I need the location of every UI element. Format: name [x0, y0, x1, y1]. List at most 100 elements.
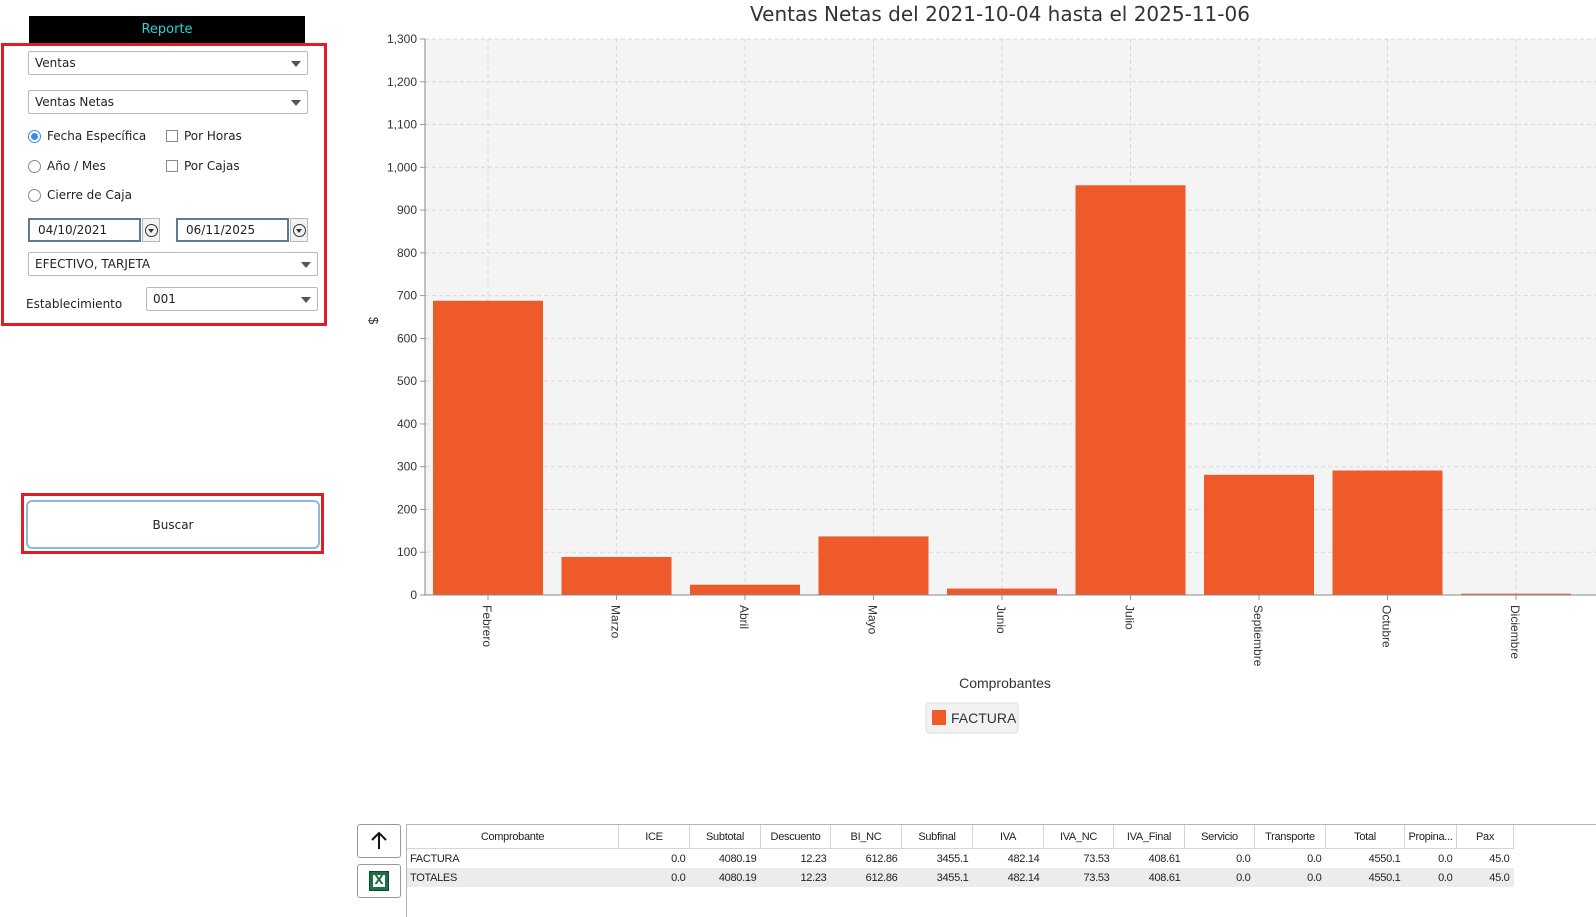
chevron-down-icon	[301, 262, 311, 268]
y-tick-label: 800	[397, 246, 417, 260]
report-subtype-select[interactable]: Ventas Netas	[28, 90, 308, 114]
excel-icon: X	[369, 871, 389, 891]
buscar-highlight	[21, 493, 324, 554]
table-cell: 612.86	[865, 852, 898, 865]
checkbox-por-horas[interactable]: Por Horas	[166, 129, 242, 143]
radio-anio-mes[interactable]: Año / Mes	[28, 159, 106, 173]
scroll-up-button[interactable]	[357, 824, 401, 858]
column-header[interactable]: Comprobante	[407, 825, 619, 849]
bar-abril[interactable]	[690, 584, 800, 595]
table-cell: 0.0	[1184, 868, 1255, 887]
column-header[interactable]: Subfinal	[901, 825, 973, 849]
y-tick-label: 400	[397, 417, 417, 431]
x-tick-label: Junio	[994, 605, 1008, 634]
checkbox-por-cajas[interactable]: Por Cajas	[166, 159, 240, 173]
report-type-select[interactable]: Ventas	[28, 51, 308, 75]
table-cell: 0.0	[671, 852, 686, 865]
bar-febrero[interactable]	[433, 300, 543, 595]
column-header[interactable]: Propina...	[1404, 825, 1457, 849]
column-header[interactable]: BI_NC	[830, 825, 902, 849]
y-tick-label: 1,300	[387, 32, 417, 46]
x-tick-label: Diciembre	[1508, 605, 1522, 659]
legend-label: FACTURA	[951, 710, 1017, 726]
table-cell: 12.23	[760, 868, 831, 887]
column-header[interactable]: IVA	[972, 825, 1044, 849]
date-to-picker-button[interactable]	[290, 218, 308, 242]
y-tick-label: 1,200	[387, 75, 417, 89]
x-tick-label: Febrero	[480, 605, 494, 647]
y-tick-label: 0	[410, 588, 417, 602]
x-axis-label: Comprobantes	[959, 675, 1051, 691]
table-cell: 0.0	[1307, 852, 1322, 865]
radio-fecha-especifica[interactable]: Fecha Específica	[28, 129, 146, 143]
table-cell: 0.0	[618, 868, 690, 887]
table-cell: 73.53	[1043, 868, 1114, 887]
x-tick-label: Septiembre	[1251, 605, 1265, 667]
filter-panel	[1, 43, 327, 326]
radio-icon	[28, 188, 41, 202]
x-tick-label: Julio	[1123, 605, 1137, 630]
bar-mayo[interactable]	[818, 536, 929, 595]
chart-title: Ventas Netas del 2021-10-04 hasta el 202…	[750, 2, 1250, 26]
radio-label: Cierre de Caja	[47, 188, 132, 202]
establecimiento-label: Establecimiento	[26, 297, 123, 311]
table-cell: TOTALES	[407, 868, 619, 887]
legend-box	[925, 702, 1019, 734]
bar-junio[interactable]	[947, 588, 1057, 595]
table-cell: 0.0	[1236, 852, 1251, 865]
establecimiento-select[interactable]: 001	[146, 287, 318, 311]
date-from-picker-button[interactable]	[142, 218, 160, 242]
bar-octubre[interactable]	[1332, 470, 1443, 595]
bar-diciembre[interactable]	[1461, 593, 1571, 595]
calendar-dropdown-icon	[144, 223, 158, 237]
checkbox-icon	[166, 130, 178, 142]
date-to-value: 06/11/2025	[186, 223, 256, 237]
buscar-button[interactable]: Buscar	[26, 500, 320, 549]
column-header[interactable]: Descuento	[760, 825, 831, 849]
y-tick-label: 600	[397, 331, 417, 345]
table-cell: 482.14	[1007, 852, 1040, 865]
column-header[interactable]: ICE	[618, 825, 690, 849]
checkbox-label: Por Cajas	[184, 159, 240, 173]
y-tick-label: 500	[397, 374, 417, 388]
calendar-dropdown-icon	[292, 223, 306, 237]
column-header[interactable]: Transporte	[1254, 825, 1326, 849]
table-cell: 612.86	[830, 868, 902, 887]
legend: FACTURA	[925, 702, 1019, 734]
date-to-input[interactable]: 06/11/2025	[176, 218, 289, 242]
y-tick-label: 300	[397, 460, 417, 474]
x-tick-label: Octubre	[1380, 605, 1394, 648]
table-cell: 73.53	[1083, 852, 1110, 865]
table-cell: 0.0	[1254, 868, 1326, 887]
table-row[interactable]: TOTALES 0.0 4080.19 12.23 612.86 3455.1 482.14…	[407, 868, 1514, 887]
table-row[interactable]: FACTURA 0.0 4080.19 12.23 612.86 3455.1 482.14…	[407, 849, 1514, 869]
column-header[interactable]: Total	[1325, 825, 1405, 849]
establecimiento-value: 001	[153, 292, 176, 306]
bar-septiembre[interactable]	[1204, 474, 1314, 595]
table-cell: 482.14	[972, 868, 1044, 887]
column-header[interactable]: Pax	[1456, 825, 1514, 849]
table-cell: 4080.19	[718, 852, 757, 865]
table-cell: 3455.1	[936, 852, 969, 865]
column-header[interactable]: IVA_NC	[1043, 825, 1114, 849]
column-header[interactable]: IVA_Final	[1113, 825, 1185, 849]
x-tick-label: Mayo	[866, 605, 880, 635]
report-type-value: Ventas	[35, 56, 76, 70]
bar-marzo[interactable]	[561, 556, 672, 595]
table-cell: 4550.1	[1325, 868, 1405, 887]
summary-table: Comprobante ICE Subtotal Descuento BI_NC Subf…	[406, 824, 1596, 917]
table-cell: 0.0	[1404, 868, 1457, 887]
payment-method-select[interactable]: EFECTIVO, TARJETA	[28, 252, 318, 276]
export-excel-button[interactable]: X	[357, 864, 401, 898]
chevron-down-icon	[291, 61, 301, 67]
date-from-input[interactable]: 04/10/2021	[28, 218, 141, 242]
column-header[interactable]: Servicio	[1184, 825, 1255, 849]
radio-cierre-caja[interactable]: Cierre de Caja	[28, 188, 132, 202]
legend-swatch	[932, 710, 946, 725]
table-cell: 408.61	[1113, 868, 1185, 887]
y-tick-label: 700	[397, 289, 417, 303]
table-cell: FACTURA	[410, 852, 460, 865]
bar-julio[interactable]	[1075, 185, 1186, 596]
y-tick-label: 1,000	[387, 160, 417, 174]
column-header[interactable]: Subtotal	[689, 825, 761, 849]
